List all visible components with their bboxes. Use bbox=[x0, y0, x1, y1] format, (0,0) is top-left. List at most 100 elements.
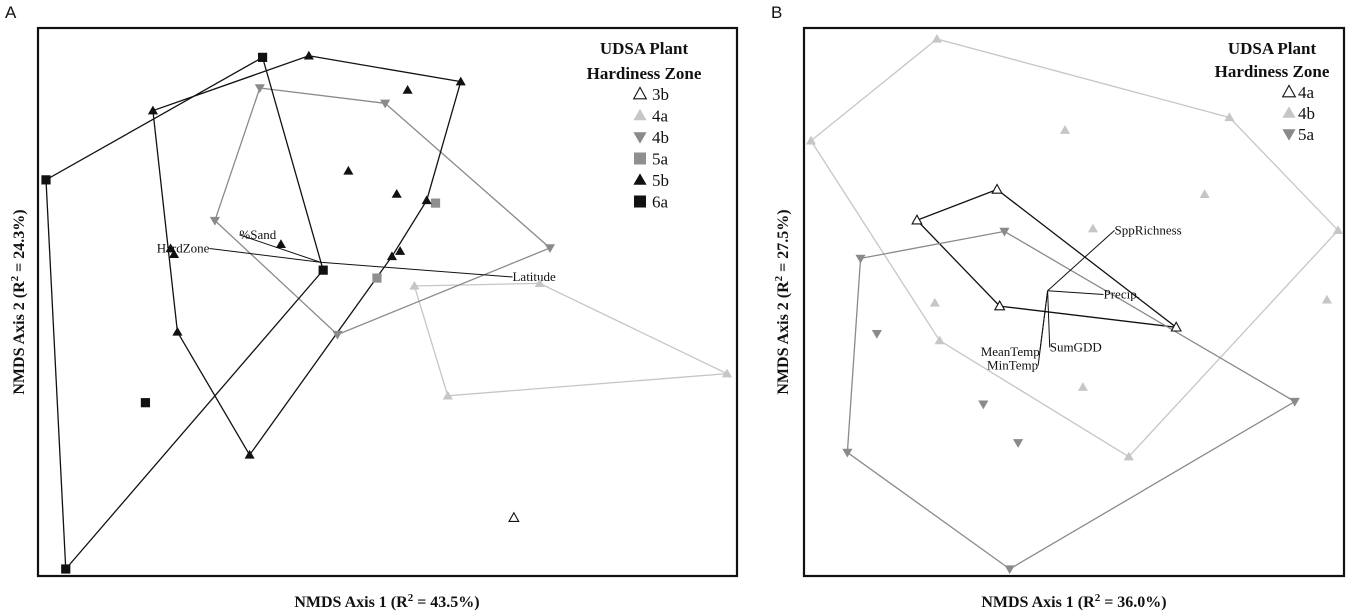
data-point-5a bbox=[871, 330, 882, 339]
hull-4b bbox=[810, 38, 1339, 458]
legend-marker-5a bbox=[634, 152, 646, 165]
data-point-5b bbox=[386, 251, 398, 261]
data-point-5a bbox=[1289, 397, 1300, 407]
panel-a-x-axis-title: NMDS Axis 1 (R2 = 43.5%) bbox=[294, 592, 479, 611]
panel-b-y-axis-title: NMDS Axis 2 (R2 = 27.5%) bbox=[773, 209, 792, 394]
data-point-5b bbox=[395, 246, 406, 255]
data-point-4b bbox=[1087, 223, 1099, 233]
data-point-4b bbox=[931, 33, 943, 43]
data-point-5b bbox=[421, 195, 432, 205]
data-point-5a bbox=[999, 227, 1010, 237]
vector-label-latitude: Latitude bbox=[512, 269, 556, 284]
legend-marker-3b bbox=[632, 86, 648, 100]
data-point-5a bbox=[430, 198, 441, 208]
legend-marker-5a bbox=[1282, 129, 1296, 141]
data-point-4b bbox=[1332, 225, 1344, 235]
hull-5b bbox=[152, 55, 462, 457]
legend-marker-5b bbox=[633, 173, 647, 185]
data-point-5b bbox=[147, 105, 158, 115]
vector-label-precip: Precip. bbox=[1103, 286, 1139, 301]
legend-marker-4b bbox=[633, 132, 647, 144]
data-point-4b bbox=[544, 244, 555, 254]
data-point-5b bbox=[168, 249, 180, 258]
panel-b-plot-frame bbox=[802, 26, 1346, 578]
data-point-5a bbox=[978, 400, 989, 410]
data-point-4a bbox=[1170, 321, 1182, 332]
panel-b-legend-title-line2: Hardiness Zone bbox=[1215, 62, 1330, 81]
panel-a-legend-title-line1: UDSA Plant bbox=[600, 39, 689, 58]
legend-marker-4a bbox=[1281, 84, 1297, 98]
data-point-6a bbox=[61, 564, 71, 574]
vector-precip bbox=[1047, 290, 1104, 295]
data-point-4b bbox=[1123, 451, 1134, 461]
vector-sumgdd bbox=[1047, 290, 1051, 348]
data-point-4a bbox=[442, 390, 453, 400]
legend-label-5b: 5b bbox=[652, 171, 669, 190]
legend-label-4a: 4a bbox=[652, 107, 669, 126]
panel-a-points bbox=[41, 50, 733, 574]
data-point-4b bbox=[934, 335, 945, 345]
data-point-5a bbox=[1013, 439, 1024, 448]
legend-label-4a: 4a bbox=[1298, 83, 1315, 102]
data-point-5a bbox=[372, 273, 382, 283]
panel-b-legend-title-line1: UDSA Plant bbox=[1228, 39, 1317, 58]
data-point-5b bbox=[244, 449, 255, 459]
hull-4a bbox=[413, 282, 730, 397]
data-point-6a bbox=[257, 52, 268, 62]
panel-a-legend: UDSA Plant Hardiness Zone 3b 4a 4b 5a 5b 6a bbox=[587, 39, 702, 212]
panel-a-y-axis-title: NMDS Axis 2 (R2 = 24.3%) bbox=[9, 209, 28, 394]
data-point-4a bbox=[991, 183, 1003, 194]
panel-a-plot-frame bbox=[36, 26, 739, 578]
panel-b-legend: UDSA Plant Hardiness Zone 4a 4b 5a bbox=[1215, 39, 1330, 144]
data-point-5a bbox=[842, 448, 853, 458]
panel-b-hulls bbox=[810, 38, 1339, 570]
legend-marker-6a bbox=[634, 195, 646, 208]
data-point-5b bbox=[402, 85, 413, 94]
vector-label-spprichness: SppRichness bbox=[1115, 222, 1182, 237]
panel-b-x-axis-title: NMDS Axis 1 (R2 = 36.0%) bbox=[981, 592, 1166, 611]
data-point-4a bbox=[721, 368, 733, 378]
data-point-4a bbox=[534, 278, 545, 288]
panel-a-legend-title-line2: Hardiness Zone bbox=[587, 64, 702, 83]
data-point-5b bbox=[165, 243, 176, 253]
vector-label-mintemp: MinTemp bbox=[987, 357, 1038, 372]
data-point-5b bbox=[303, 50, 314, 60]
panel-a-legend-items: 3b 4a 4b 5a 5b 6a bbox=[632, 85, 669, 212]
vector-mintemp bbox=[1037, 290, 1049, 366]
data-point-4b bbox=[209, 216, 220, 226]
legend-label-4b: 4b bbox=[1298, 104, 1315, 123]
panel-b-legend-items: 4a 4b 5a bbox=[1281, 83, 1315, 144]
data-point-4b bbox=[1199, 189, 1210, 198]
panel-a-letter: A bbox=[5, 3, 17, 22]
data-point-5b bbox=[343, 165, 354, 175]
data-point-4a bbox=[409, 280, 420, 290]
data-point-5a bbox=[855, 254, 866, 264]
data-point-5b bbox=[391, 189, 402, 198]
legend-marker-4a bbox=[633, 108, 647, 121]
panel-b-points bbox=[805, 33, 1344, 575]
legend-label-3b: 3b bbox=[652, 85, 669, 104]
data-point-4b bbox=[1224, 112, 1235, 122]
vector-latitude bbox=[320, 261, 513, 278]
data-point-4b bbox=[254, 84, 265, 94]
data-point-4a bbox=[911, 214, 923, 225]
data-point-4b bbox=[1077, 382, 1088, 391]
data-point-4a bbox=[993, 299, 1006, 311]
legend-label-6a: 6a bbox=[652, 193, 669, 212]
data-point-4b bbox=[805, 135, 817, 145]
data-point-4b bbox=[332, 330, 343, 340]
vector-spprichness bbox=[1047, 229, 1115, 292]
hull-4b bbox=[214, 87, 552, 336]
panel-b-letter: B bbox=[771, 3, 782, 22]
hull-6a bbox=[45, 56, 324, 571]
data-point-4b bbox=[380, 99, 391, 109]
data-point-5b bbox=[455, 76, 466, 86]
hull-4a bbox=[915, 188, 1179, 329]
legend-marker-4b bbox=[1282, 106, 1296, 118]
legend-label-5a: 5a bbox=[1298, 125, 1315, 144]
data-point-5b bbox=[275, 239, 287, 248]
data-point-6a bbox=[41, 175, 51, 185]
vector-label-meantemp: MeanTemp bbox=[981, 344, 1040, 359]
